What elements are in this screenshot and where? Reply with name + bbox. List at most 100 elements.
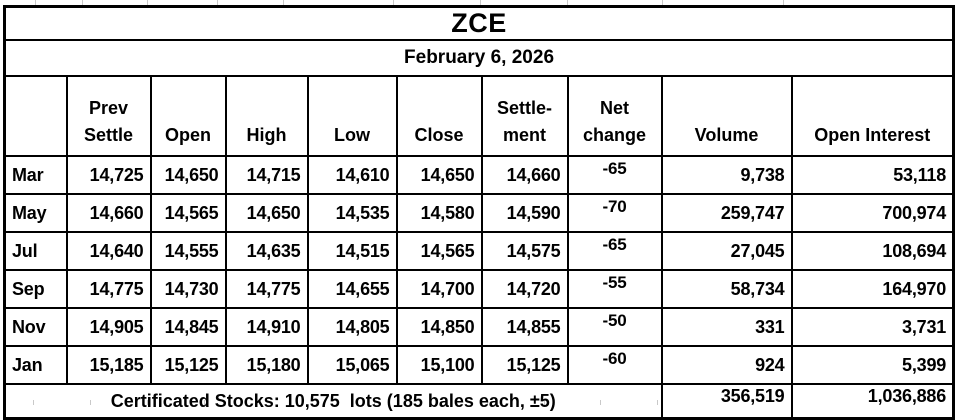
grid-tick xyxy=(82,0,83,5)
cell-month: Jan xyxy=(3,345,68,385)
cell-open: 14,565 xyxy=(149,193,227,233)
table-row-jan: Jan 15,185 15,125 15,180 15,065 15,100 1… xyxy=(3,345,955,385)
grid-tick xyxy=(393,0,394,5)
cell-month: Nov xyxy=(3,307,68,347)
certificated-stocks-note: Certificated Stocks: 10,575 lots (185 ba… xyxy=(3,383,663,420)
header-line: Settle xyxy=(83,125,134,145)
cell-open-interest: 5,399 xyxy=(790,345,955,385)
col-header-month xyxy=(3,75,68,157)
cell-high: 14,650 xyxy=(224,193,309,233)
cell-close: 15,100 xyxy=(395,345,483,385)
col-header-net-change: Net change xyxy=(566,75,663,157)
cell-close: 14,580 xyxy=(395,193,483,233)
header-line: Settle- xyxy=(496,98,552,118)
cell-close: 14,565 xyxy=(395,231,483,271)
cell-settlement: 14,660 xyxy=(480,155,569,195)
cell-open: 14,555 xyxy=(149,231,227,271)
cell-settlement: 14,590 xyxy=(480,193,569,233)
cell-open: 14,845 xyxy=(149,307,227,347)
cell-net-change: -55 xyxy=(566,269,663,309)
cell-low: 14,515 xyxy=(306,231,398,271)
header-line: Low xyxy=(334,125,370,145)
header-line: High xyxy=(246,125,287,145)
spreadsheet-canvas: ZCE February 6, 2026 Prev Settle Open Hig… xyxy=(3,0,956,420)
cell-net-change: -50 xyxy=(566,307,663,347)
table-row-may: May 14,660 14,565 14,650 14,535 14,580 1… xyxy=(3,193,955,233)
cell-open-interest: 700,974 xyxy=(790,193,955,233)
cell-volume: 259,747 xyxy=(660,193,793,233)
grid-tick xyxy=(783,0,784,5)
cell-open-interest: 164,970 xyxy=(790,269,955,309)
header-line: ment xyxy=(502,125,546,145)
header-line: Net xyxy=(599,98,629,118)
cell-prev-settle: 14,775 xyxy=(65,269,152,309)
cell-low: 14,535 xyxy=(306,193,398,233)
grid-tick xyxy=(147,0,148,5)
cell-high: 14,715 xyxy=(224,155,309,195)
cell-month: May xyxy=(3,193,68,233)
header-line: Prev xyxy=(88,98,129,118)
table-row-sep: Sep 14,775 14,730 14,775 14,655 14,700 1… xyxy=(3,269,955,309)
cell-open: 14,650 xyxy=(149,155,227,195)
cell-open-interest: 3,731 xyxy=(790,307,955,347)
grid-tick xyxy=(283,0,284,5)
cell-net-change: -60 xyxy=(566,345,663,385)
cell-prev-settle: 14,640 xyxy=(65,231,152,271)
table-row-mar: Mar 14,725 14,650 14,715 14,610 14,650 1… xyxy=(3,155,955,195)
cell-month: Jul xyxy=(3,231,68,271)
cell-month: Mar xyxy=(3,155,68,195)
cell-net-change: -65 xyxy=(566,231,663,271)
cell-close: 14,850 xyxy=(395,307,483,347)
grid-tick xyxy=(217,0,218,5)
grid-tick xyxy=(480,0,481,5)
cell-low: 15,065 xyxy=(306,345,398,385)
col-header-volume: Volume xyxy=(660,75,793,157)
cell-open: 14,730 xyxy=(149,269,227,309)
cell-prev-settle: 14,905 xyxy=(65,307,152,347)
page-title: ZCE xyxy=(3,5,955,41)
cell-open-interest: 108,694 xyxy=(790,231,955,271)
cell-volume: 331 xyxy=(660,307,793,347)
cell-low: 14,805 xyxy=(306,307,398,347)
header-line: Close xyxy=(414,125,464,145)
cell-close: 14,700 xyxy=(395,269,483,309)
cell-month: Sep xyxy=(3,269,68,309)
cell-volume: 9,738 xyxy=(660,155,793,195)
cell-open: 15,125 xyxy=(149,345,227,385)
cell-settlement: 14,855 xyxy=(480,307,569,347)
table-row-jul: Jul 14,640 14,555 14,635 14,515 14,565 1… xyxy=(3,231,955,271)
cell-volume: 924 xyxy=(660,345,793,385)
cell-volume: 27,045 xyxy=(660,231,793,271)
grid-tick xyxy=(662,0,663,5)
header-line: Open xyxy=(164,125,211,145)
grid-tick xyxy=(35,0,36,5)
cell-prev-settle: 14,660 xyxy=(65,193,152,233)
col-header-high: High xyxy=(224,75,309,157)
cell-prev-settle: 15,185 xyxy=(65,345,152,385)
table-footer-row: Certificated Stocks: 10,575 lots (185 ba… xyxy=(3,383,955,420)
cell-volume: 58,734 xyxy=(660,269,793,309)
table-row-nov: Nov 14,905 14,845 14,910 14,805 14,850 1… xyxy=(3,307,955,347)
header-line: change xyxy=(582,125,647,145)
col-header-open: Open xyxy=(149,75,227,157)
cell-prev-settle: 14,725 xyxy=(65,155,152,195)
grid-tick xyxy=(567,0,568,5)
cell-settlement: 15,125 xyxy=(480,345,569,385)
report-date: February 6, 2026 xyxy=(3,39,955,77)
cell-net-change: -65 xyxy=(566,155,663,195)
cell-low: 14,610 xyxy=(306,155,398,195)
cell-high: 14,635 xyxy=(224,231,309,271)
cell-open-interest: 53,118 xyxy=(790,155,955,195)
header-line: Volume xyxy=(694,125,759,145)
col-header-settlement: Settle-ment xyxy=(480,75,569,157)
header-line: Open Interest xyxy=(814,125,931,145)
cell-settlement: 14,720 xyxy=(480,269,569,309)
total-open-interest: 1,036,886 xyxy=(790,383,955,420)
cell-high: 14,775 xyxy=(224,269,309,309)
cell-high: 15,180 xyxy=(224,345,309,385)
total-volume: 356,519 xyxy=(660,383,793,420)
col-header-open-interest: Open Interest xyxy=(790,75,955,157)
cell-low: 14,655 xyxy=(306,269,398,309)
cell-net-change: -70 xyxy=(566,193,663,233)
cell-close: 14,650 xyxy=(395,155,483,195)
